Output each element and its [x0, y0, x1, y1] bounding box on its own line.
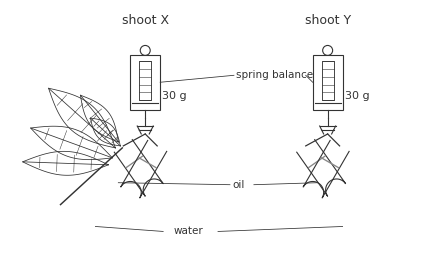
- Text: shoot Y: shoot Y: [305, 14, 351, 27]
- Text: water: water: [173, 226, 203, 236]
- Text: 30 g: 30 g: [162, 91, 187, 101]
- Text: spring balance: spring balance: [236, 70, 313, 80]
- Text: oil: oil: [232, 180, 244, 190]
- Text: shoot X: shoot X: [122, 14, 169, 27]
- Text: 30 g: 30 g: [344, 91, 369, 101]
